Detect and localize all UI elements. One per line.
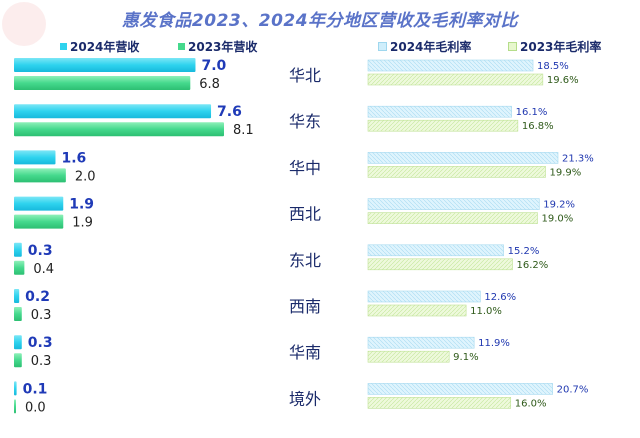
bar-rev2024-2 <box>14 150 56 165</box>
bar-margin2024-7 <box>367 383 553 395</box>
label-margin2024-6: 11.9% <box>478 338 510 349</box>
category-label-2: 华中 <box>289 158 321 177</box>
legend-swatch-margin2024 <box>378 42 387 51</box>
bar-rev2023-0 <box>14 76 191 90</box>
bar-margin2023-6 <box>367 350 450 363</box>
legend-swatch-rev2023 <box>178 43 185 50</box>
label-rev2024-4: 0.3 <box>28 243 53 259</box>
label-rev2024-0: 7.0 <box>201 58 226 74</box>
bar-margin2024-5 <box>367 290 481 303</box>
legend-label-rev2023: 2023年营收 <box>188 40 258 54</box>
category-label-6: 华南 <box>289 343 321 362</box>
label-rev2024-7: 0.1 <box>23 381 48 397</box>
bar-margin2023-3 <box>367 212 538 224</box>
label-margin2023-0: 19.6% <box>547 75 579 86</box>
label-rev2023-2: 2.0 <box>75 169 96 184</box>
bar-rev2023-4 <box>14 260 25 275</box>
bar-rev2024-0 <box>14 58 196 72</box>
legend-swatch-rev2024 <box>60 43 67 50</box>
label-margin2023-7: 16.0% <box>515 398 547 409</box>
bar-rev2023-2 <box>14 168 66 183</box>
legend-rev2024: 2024年营收 <box>60 38 139 55</box>
bar-margin2023-4 <box>367 258 513 271</box>
label-rev2023-4: 0.4 <box>33 262 54 277</box>
label-rev2024-5: 0.2 <box>25 289 50 305</box>
bar-margin2023-2 <box>367 166 546 178</box>
bar-margin2023-7 <box>367 397 512 409</box>
label-margin2023-1: 16.8% <box>522 121 554 132</box>
bar-margin2024-6 <box>367 336 475 349</box>
bar-margin2023-5 <box>367 304 467 317</box>
label-margin2024-1: 16.1% <box>516 107 548 118</box>
bar-rev2023-6 <box>14 353 22 368</box>
bar-rev2023-5 <box>14 307 22 321</box>
bar-rev2024-5 <box>14 289 20 303</box>
bar-rev2023-3 <box>14 214 64 229</box>
bar-margin2024-2 <box>367 152 559 164</box>
label-margin2023-2: 19.9% <box>550 167 582 178</box>
bar-rev2024-4 <box>14 242 22 257</box>
bar-margin2024-1 <box>367 105 512 118</box>
bar-rev2024-6 <box>14 335 22 350</box>
label-rev2023-0: 6.8 <box>199 77 220 92</box>
legend-label-margin2023: 2023年毛利率 <box>520 40 602 54</box>
bar-rev2024-1 <box>14 104 212 119</box>
label-margin2023-4: 16.2% <box>517 260 549 271</box>
label-rev2024-2: 1.6 <box>61 150 86 166</box>
legend-swatch-margin2023 <box>508 42 517 51</box>
label-margin2023-5: 11.0% <box>470 306 502 317</box>
legend-rev2023: 2023年营收 <box>178 38 257 55</box>
category-label-3: 西北 <box>289 205 321 224</box>
category-label-0: 华北 <box>289 66 321 85</box>
legend-margin2024: 2024年毛利率 <box>378 38 471 55</box>
category-label-4: 东北 <box>289 251 321 270</box>
bar-rev2024-7 <box>14 381 17 396</box>
label-margin2023-6: 9.1% <box>453 352 478 363</box>
label-rev2023-7: 0.0 <box>25 400 46 415</box>
label-margin2024-2: 21.3% <box>562 153 594 164</box>
bar-margin2023-0 <box>367 73 544 86</box>
bar-rev2024-3 <box>14 196 64 211</box>
bar-margin2024-0 <box>367 59 534 72</box>
label-rev2023-1: 8.1 <box>233 123 254 138</box>
label-rev2023-6: 0.3 <box>31 354 52 369</box>
label-margin2023-3: 19.0% <box>541 214 573 225</box>
label-rev2024-3: 1.9 <box>69 197 94 213</box>
category-label-1: 华东 <box>289 112 321 131</box>
legend-label-rev2024: 2024年营收 <box>70 40 140 54</box>
watermark-logo <box>2 2 46 46</box>
bar-rev2023-7 <box>14 399 16 414</box>
label-rev2024-1: 7.6 <box>217 104 242 120</box>
bar-margin2024-3 <box>367 198 540 210</box>
chart-title: 惠发食品2023、2024年分地区营收及毛利率对比 <box>121 11 519 31</box>
bar-margin2023-1 <box>367 119 519 132</box>
label-margin2024-5: 12.6% <box>484 292 516 303</box>
bar-margin2024-4 <box>367 244 504 257</box>
legend-margin2023: 2023年毛利率 <box>508 38 601 55</box>
label-rev2023-3: 1.9 <box>72 216 93 231</box>
category-label-5: 西南 <box>289 297 321 316</box>
label-margin2024-4: 15.2% <box>508 246 540 257</box>
label-margin2024-0: 18.5% <box>537 61 569 72</box>
bar-rev2023-1 <box>14 122 224 137</box>
category-label-7: 境外 <box>289 389 321 408</box>
label-rev2024-6: 0.3 <box>28 335 53 351</box>
label-margin2024-7: 20.7% <box>557 384 589 395</box>
label-margin2024-3: 19.2% <box>543 200 575 211</box>
label-rev2023-5: 0.3 <box>31 308 52 323</box>
legend-label-margin2024: 2024年毛利率 <box>390 40 472 54</box>
